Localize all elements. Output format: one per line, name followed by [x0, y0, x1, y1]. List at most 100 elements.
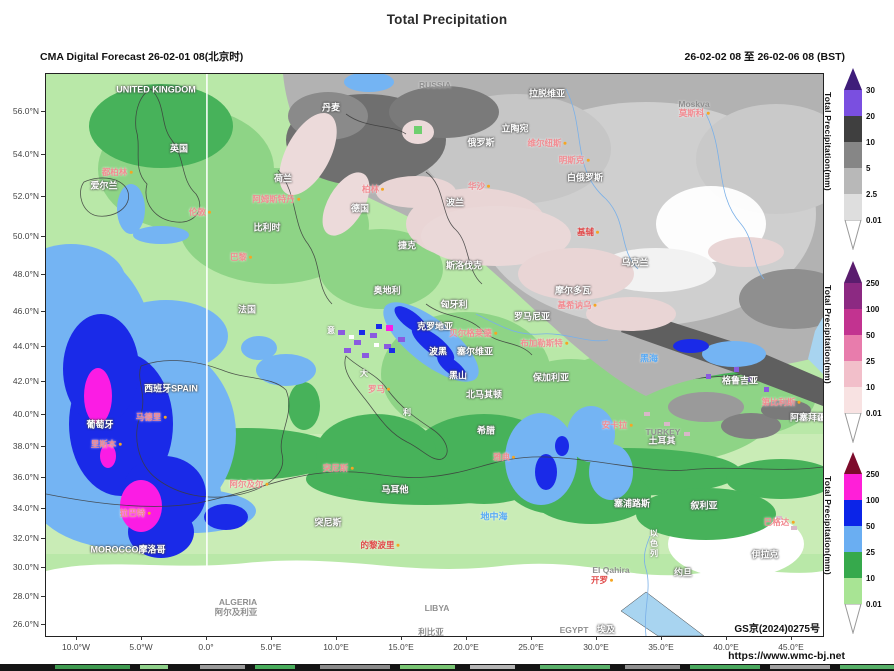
latitude-label: 32.0°N: [12, 532, 39, 543]
latitude-tick: [41, 567, 45, 569]
latitude-label: 42.0°N: [12, 375, 39, 386]
colorbar-title: Total Precipitation(mm): [823, 285, 833, 384]
city-label: 贝尔格莱德: [449, 329, 497, 338]
page-title: Total Precipitation: [386, 12, 508, 27]
precipitation-field-graphic: [46, 74, 823, 636]
colorbar-overflow-arrow: [844, 261, 862, 283]
country-label: 罗马尼亚: [513, 311, 551, 322]
longitude-label: 25.0°E: [518, 642, 544, 652]
colorbar-segment: [844, 500, 862, 526]
next-panel-patch: [840, 665, 894, 669]
latitude-label: 38.0°N: [12, 441, 39, 452]
latitude-tick: [41, 508, 45, 510]
country-label: 波兰: [445, 197, 465, 208]
latitude-label: 52.0°N: [12, 191, 39, 202]
colorbar-segment: [844, 335, 862, 361]
longitude-label: 40.0°E: [713, 642, 739, 652]
city-label: 基希讷乌: [557, 301, 597, 310]
city-label: 突尼斯: [323, 464, 354, 473]
city-dot-icon: [629, 424, 633, 427]
colorbar-2: Total Precipitation(mm) 250 100 50 25 10 0.01: [822, 261, 894, 443]
country-label: 埃及: [596, 624, 616, 635]
longitude-tick: [141, 636, 142, 640]
colorbar-underflow-arrow: [844, 413, 862, 443]
city-label: 阿尔及尔: [229, 480, 269, 489]
country-label: 丹麦: [321, 102, 341, 113]
colorbar-segment: [844, 194, 862, 220]
latitude-label: 48.0°N: [12, 269, 39, 280]
next-panel-patch: [55, 665, 130, 669]
latitude-tick: [41, 154, 45, 156]
latitude-tick: [41, 110, 45, 112]
colorbar-underflow-arrow: [844, 604, 862, 634]
place-label-en: El Qahira: [592, 564, 630, 575]
country-label: 斯洛伐克: [445, 260, 483, 271]
city-label: 都柏林: [102, 168, 133, 177]
longitude-label: 5.0°W: [129, 642, 153, 652]
latitude-tick: [41, 477, 45, 479]
country-label: 白俄罗斯: [566, 172, 604, 183]
colorbar-value: 0.01: [866, 409, 882, 418]
longitude-tick: [726, 636, 727, 640]
next-panel-patch: [140, 665, 168, 669]
colorbar-segment: [844, 578, 862, 604]
country-label-vertical-char: 列: [650, 549, 658, 558]
country-label: 拉脱维亚: [528, 88, 566, 99]
city-label: 雅典: [493, 453, 516, 462]
city-label: 开罗: [591, 576, 614, 585]
latitude-tick: [41, 235, 45, 237]
latitude-tick: [41, 413, 45, 415]
longitude-tick: [466, 636, 467, 640]
colorbar-segment: [844, 387, 862, 413]
country-label: 保加利亚: [532, 372, 570, 383]
colorbar-segment: [844, 90, 862, 116]
city-label: 布加勒斯特: [520, 339, 568, 348]
latitude-tick: [41, 595, 45, 597]
country-label: 捷克: [397, 240, 417, 251]
city-dot-icon: [493, 332, 497, 335]
country-label-vertical-char: 利: [403, 408, 411, 417]
country-label: 北马其顿: [465, 389, 503, 400]
city-dot-icon: [706, 112, 710, 115]
colorbar-value: 50: [866, 331, 875, 340]
next-panel-patch: [470, 665, 515, 669]
latitude-label: 36.0°N: [12, 472, 39, 483]
city-label: 马德里: [136, 413, 167, 422]
city-dot-icon: [129, 171, 133, 174]
place-label-en: Moskva: [678, 98, 710, 109]
latitude-tick: [41, 380, 45, 382]
longitude-label: 30.0°E: [583, 642, 609, 652]
colorbar-value: 5: [866, 164, 871, 173]
city-dot-icon: [265, 483, 269, 486]
city-dot-icon: [791, 521, 795, 524]
city-dot-icon: [487, 185, 491, 188]
city-label: 里斯本: [91, 440, 122, 449]
city-dot-icon: [563, 142, 567, 145]
longitude-tick: [531, 636, 532, 640]
latitude-tick: [41, 446, 45, 448]
country-label: 塞尔维亚: [456, 346, 494, 357]
latitude-label: 56.0°N: [12, 105, 39, 116]
latitude-tick: [41, 623, 45, 625]
place-label-en: TURKEY: [645, 426, 681, 437]
city-dot-icon: [249, 256, 253, 259]
colorbar-underflow-arrow: [844, 220, 862, 250]
next-panel-patch: [690, 665, 760, 669]
longitude-tick: [76, 636, 77, 640]
next-panel-patch: [540, 665, 610, 669]
colorbar-1: Total Precipitation(mm) 30 20 10 5 2.5 0.01: [822, 68, 894, 250]
longitude-tick: [336, 636, 337, 640]
colorbar-segment: [844, 283, 862, 309]
place-label-en: ALGERIA: [218, 596, 258, 607]
next-panel-patch: [625, 665, 680, 669]
latitude-label: 54.0°N: [12, 149, 39, 160]
longitude-label: 0.0°: [198, 642, 214, 652]
city-dot-icon: [564, 342, 568, 345]
longitude-label: 5.0°E: [260, 642, 282, 652]
city-dot-icon: [797, 401, 801, 404]
next-panel-patch: [770, 665, 830, 669]
colorbar-value: 2.5: [866, 190, 878, 199]
latitude-label: 50.0°N: [12, 230, 39, 241]
city-dot-icon: [350, 467, 354, 470]
colorbar-segment: [844, 168, 862, 194]
